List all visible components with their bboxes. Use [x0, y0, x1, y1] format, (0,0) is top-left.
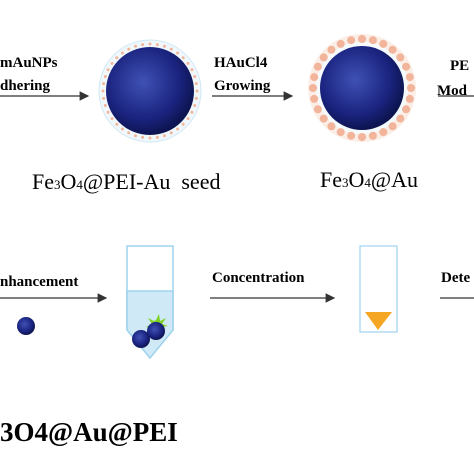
- seed-dot: [120, 127, 124, 131]
- seed-dot: [103, 75, 107, 78]
- shell-dot: [402, 62, 411, 71]
- shell-dot: [407, 84, 415, 92]
- tube-particle-1: [132, 330, 150, 348]
- seed-dot: [169, 131, 173, 135]
- seed-dot: [186, 117, 190, 121]
- seed-dot: [194, 96, 198, 100]
- shell-dot: [313, 105, 322, 114]
- seed-dot: [103, 104, 107, 107]
- shell-dot: [336, 39, 345, 48]
- shell-dot: [402, 105, 411, 114]
- step3-line1: PE: [450, 58, 470, 74]
- seed-dot: [190, 68, 194, 72]
- seed-dot: [110, 61, 114, 65]
- shell-dot: [327, 122, 336, 131]
- seed-dot: [120, 51, 124, 55]
- seed-gold-dots: [101, 42, 199, 140]
- product-label: 3O4@Au@PEI: [0, 417, 178, 447]
- seed-dot: [195, 89, 199, 93]
- seed-dot: [193, 104, 197, 107]
- shell-dot: [336, 128, 345, 137]
- tube-concentration: [359, 245, 398, 333]
- seed-dot: [134, 44, 137, 48]
- gold-shell-particle: [308, 34, 416, 142]
- seed-dot: [163, 44, 166, 48]
- shell-dot: [347, 36, 356, 45]
- concentrate-triangle: [365, 312, 392, 330]
- seed-dot: [127, 47, 131, 51]
- step3-line2: Mod: [437, 83, 467, 99]
- seed-dot: [115, 122, 119, 126]
- seed-dot: [190, 110, 194, 114]
- shell-dot: [310, 73, 319, 82]
- shell-dot: [358, 133, 366, 141]
- shell-dot: [396, 114, 405, 123]
- shell-dot: [379, 39, 388, 48]
- seed-caption: Fe3O4@PEI-Au seed: [32, 169, 221, 194]
- seed-dot: [163, 134, 166, 138]
- core-caption: Fe3O4@Au: [320, 167, 419, 192]
- shell-dot: [358, 35, 366, 43]
- shell-dot: [327, 45, 336, 54]
- seed-dot: [110, 117, 114, 121]
- seed-dot: [169, 47, 173, 51]
- seed-dot: [186, 61, 190, 65]
- seed-dot: [155, 43, 159, 47]
- seed-dot: [102, 82, 106, 86]
- step4-label: nhancement: [0, 274, 79, 290]
- shell-dot: [396, 53, 405, 62]
- seed-dot: [106, 68, 110, 72]
- step2-line2: Growing: [214, 78, 271, 94]
- seed-dot: [127, 131, 131, 135]
- step1-line2: dhering: [0, 78, 51, 94]
- seed-dot: [194, 82, 198, 86]
- seed-dot: [176, 127, 180, 131]
- step5-label: Concentration: [212, 270, 305, 286]
- seed-dot: [155, 135, 159, 139]
- seed-dot: [102, 96, 106, 100]
- seed-dot: [115, 56, 119, 60]
- shell-dot: [379, 128, 388, 137]
- shell-dot: [319, 114, 328, 123]
- step6-label: Dete: [441, 270, 471, 286]
- shell-dot: [405, 94, 414, 103]
- shell-dot: [388, 45, 397, 54]
- shell-dot: [313, 62, 322, 71]
- seed-particle: [98, 39, 202, 143]
- tube-particle-2: [147, 322, 165, 340]
- shell-gold-dots: [309, 35, 415, 141]
- seed-dot: [106, 110, 110, 114]
- seed-dot: [134, 134, 137, 138]
- seed-dot: [176, 51, 180, 55]
- seed-dot: [141, 43, 145, 47]
- seed-dot: [193, 75, 197, 78]
- shell-dot: [319, 53, 328, 62]
- seed-dot: [148, 136, 152, 140]
- shell-dot: [368, 131, 377, 140]
- free-particle: [17, 317, 35, 335]
- shell-dot: [310, 94, 319, 103]
- seed-dot: [101, 89, 105, 93]
- seed-dot: [148, 42, 152, 46]
- step2-line1: HAuCl4: [214, 55, 268, 71]
- shell-dot: [368, 36, 377, 45]
- seed-dot: [181, 56, 185, 60]
- seed-dot: [141, 135, 145, 139]
- shell-dot: [309, 84, 317, 92]
- seed-dot: [181, 122, 185, 126]
- shell-dot: [388, 122, 397, 131]
- shell-dot: [405, 73, 414, 82]
- shell-dot: [347, 131, 356, 140]
- tube-enhancement: [126, 245, 174, 360]
- step1-line1: mAuNPs: [0, 55, 58, 71]
